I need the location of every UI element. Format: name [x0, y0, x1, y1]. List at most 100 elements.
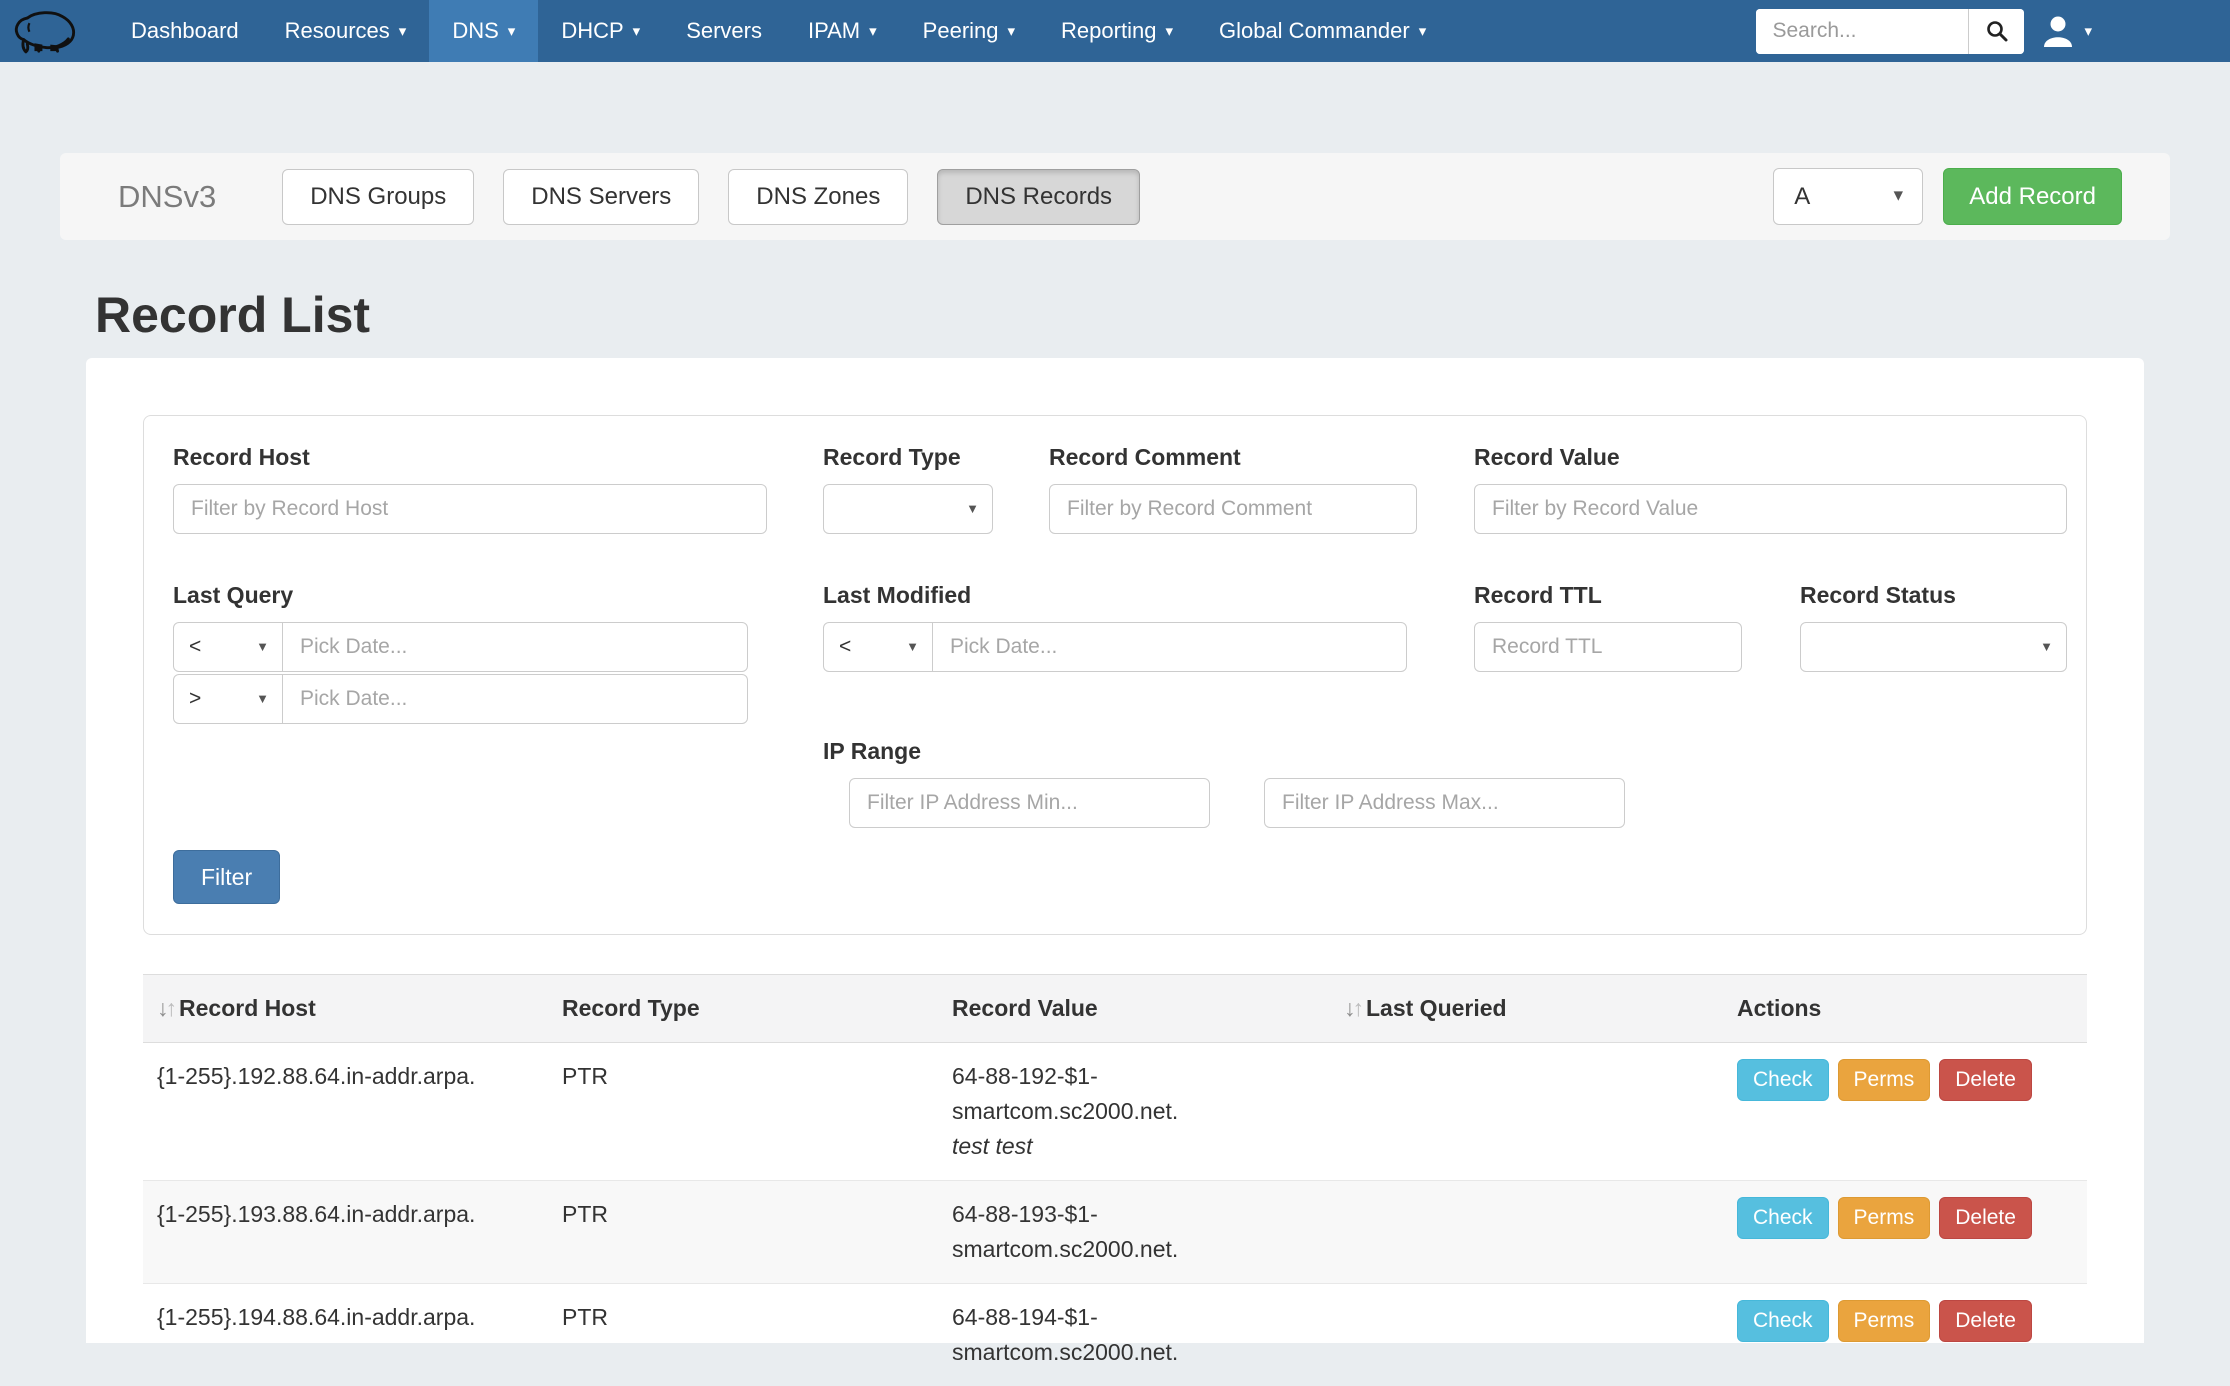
add-record-button[interactable]: Add Record	[1943, 168, 2122, 225]
caret-down-icon: ▼	[966, 500, 979, 516]
last-query-before-date-input[interactable]	[282, 622, 748, 672]
ip-address-min-input[interactable]	[849, 778, 1210, 828]
navbar: Dashboard Resources ▾ DNS ▾ DHCP ▾ Serve…	[0, 0, 2230, 62]
filter-record-ttl: Record TTL	[1474, 582, 1742, 672]
caret-down-icon: ▼	[256, 638, 269, 654]
table-row: {1-255}.193.88.64.in-addr.arpa. PTR 64-8…	[143, 1180, 2087, 1284]
search-group	[1756, 8, 2025, 54]
record-type-add-select[interactable]: A ▼	[1773, 168, 1924, 225]
column-header-actions: Actions	[1723, 974, 2087, 1043]
filter-button[interactable]: Filter	[173, 850, 281, 904]
search-button[interactable]	[1968, 8, 2025, 54]
record-ttl-label: Record TTL	[1474, 582, 1602, 608]
filter-ip-range: IP Range	[823, 738, 1625, 828]
record-type-cell: PTR	[548, 1042, 938, 1181]
record-value-cell: 64-88-193-$1-smartcom.sc2000.net.	[938, 1180, 1330, 1284]
caret-down-icon: ▾	[2084, 22, 2092, 40]
record-host-input[interactable]	[173, 484, 767, 534]
tab-dns-zones[interactable]: DNS Zones	[728, 168, 909, 225]
filter-record-host: Record Host	[173, 444, 767, 534]
record-status-select[interactable]: ▼	[1800, 622, 2067, 672]
app-title: DNSv3	[118, 178, 217, 214]
record-value-input[interactable]	[1474, 484, 2067, 534]
caret-down-icon: ▼	[256, 690, 269, 706]
filter-record-value: Record Value	[1474, 444, 2067, 534]
sort-icon: ↓↑	[157, 995, 177, 1021]
record-host-cell: {1-255}.194.88.64.in-addr.arpa.	[143, 1283, 548, 1386]
record-type-label: Record Type	[823, 444, 961, 470]
last-queried-cell	[1330, 1180, 1723, 1284]
actions-cell: Check Perms Delete	[1723, 1042, 2087, 1181]
nav-item-dashboard[interactable]: Dashboard	[131, 18, 239, 43]
nav-item-global-commander[interactable]: Global Commander ▾	[1218, 18, 1427, 43]
perms-button[interactable]: Perms	[1837, 1059, 1931, 1101]
record-value-cell: 64-88-194-$1-smartcom.sc2000.net.	[938, 1283, 1330, 1386]
nav-item-dns[interactable]: DNS ▾	[429, 0, 539, 62]
caret-down-icon: ▾	[398, 22, 407, 40]
last-queried-cell	[1330, 1283, 1723, 1386]
record-type-cell: PTR	[548, 1180, 938, 1284]
delete-button[interactable]: Delete	[1939, 1197, 2032, 1239]
caret-down-icon: ▼	[906, 638, 919, 654]
perms-button[interactable]: Perms	[1837, 1197, 1931, 1239]
user-menu[interactable]: ▾	[2040, 15, 2092, 47]
column-header-record-host[interactable]: ↓↑ Record Host	[143, 974, 548, 1043]
perms-button[interactable]: Perms	[1837, 1300, 1931, 1342]
user-icon	[2044, 16, 2073, 47]
last-query-label: Last Query	[173, 582, 294, 608]
ip-address-max-input[interactable]	[1264, 778, 1625, 828]
record-type-cell: PTR	[548, 1283, 938, 1386]
caret-down-icon: ▾	[1165, 22, 1173, 40]
record-comment-input[interactable]	[1049, 484, 1417, 534]
column-header-last-queried[interactable]: ↓↑ Last Queried	[1330, 974, 1723, 1043]
nav-item-resources[interactable]: Resources ▾	[284, 18, 407, 43]
last-modified-date-input[interactable]	[932, 622, 1407, 672]
filter-box: Record Host Record Type ▼ Record Comment…	[143, 415, 2087, 935]
search-input[interactable]	[1756, 8, 1969, 54]
actions-cell: Check Perms Delete	[1723, 1180, 2087, 1284]
caret-down-icon: ▾	[1418, 22, 1427, 40]
last-query-lt-select[interactable]: < ▼	[173, 622, 283, 672]
table-row: {1-255}.194.88.64.in-addr.arpa. PTR 64-8…	[143, 1283, 2087, 1386]
actions-cell: Check Perms Delete	[1723, 1283, 2087, 1386]
tab-dns-servers[interactable]: DNS Servers	[503, 168, 700, 225]
page-title: Record List	[95, 287, 371, 343]
last-query-gt-select[interactable]: > ▼	[173, 674, 283, 724]
record-host-label: Record Host	[173, 444, 310, 470]
mammoth-logo-icon[interactable]	[10, 7, 82, 55]
records-table: ↓↑ Record Host Record Type Record Value ↓…	[143, 974, 2087, 1386]
last-query-after-date-input[interactable]	[282, 674, 748, 724]
record-type-select[interactable]: ▼	[823, 484, 993, 534]
nav-item-servers[interactable]: Servers	[686, 18, 762, 43]
caret-down-icon: ▾	[507, 22, 516, 40]
nav-item-ipam[interactable]: IPAM ▾	[807, 18, 877, 43]
column-header-record-value: Record Value	[938, 974, 1330, 1043]
record-host-cell: {1-255}.192.88.64.in-addr.arpa.	[143, 1042, 548, 1181]
record-value-cell: 64-88-192-$1-smartcom.sc2000.net. test t…	[938, 1042, 1330, 1181]
last-modified-label: Last Modified	[823, 582, 972, 608]
check-button[interactable]: Check	[1737, 1197, 1829, 1239]
last-queried-cell	[1330, 1042, 1723, 1181]
sort-icon: ↓↑	[1344, 995, 1364, 1021]
tab-dns-groups[interactable]: DNS Groups	[282, 168, 475, 225]
record-comment-label: Record Comment	[1049, 444, 1241, 470]
caret-down-icon: ▾	[869, 22, 877, 40]
check-button[interactable]: Check	[1737, 1059, 1829, 1101]
caret-down-icon: ▼	[2040, 638, 2053, 654]
record-comment: test test	[952, 1133, 1033, 1159]
record-status-label: Record Status	[1800, 582, 1956, 608]
column-header-record-type: Record Type	[548, 974, 938, 1043]
tab-dns-records[interactable]: DNS Records	[937, 168, 1141, 225]
last-modified-lt-select[interactable]: < ▼	[823, 622, 933, 672]
delete-button[interactable]: Delete	[1939, 1300, 2032, 1342]
delete-button[interactable]: Delete	[1939, 1059, 2032, 1101]
record-value-label: Record Value	[1474, 444, 1620, 470]
check-button[interactable]: Check	[1737, 1300, 1829, 1342]
dns-toolbar: DNSv3 DNS Groups DNS Servers DNS Zones D…	[60, 153, 2170, 240]
nav-item-peering[interactable]: Peering ▾	[922, 18, 1016, 43]
nav-item-dhcp[interactable]: DHCP ▾	[561, 18, 641, 43]
filter-last-query: Last Query < ▼ > ▼	[173, 582, 748, 724]
record-ttl-input[interactable]	[1474, 622, 1742, 672]
nav-item-reporting[interactable]: Reporting ▾	[1061, 18, 1173, 43]
filter-record-status: Record Status ▼	[1800, 582, 2067, 672]
